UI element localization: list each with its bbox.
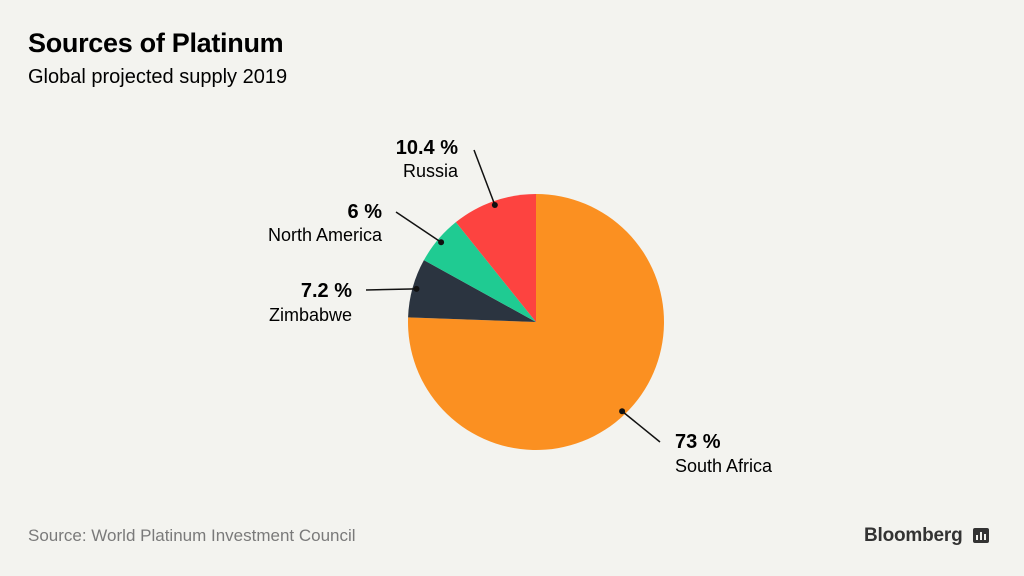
slice-name-label: Zimbabwe xyxy=(269,305,352,325)
slice-name-label: Russia xyxy=(403,161,459,181)
leader-line xyxy=(621,410,661,443)
leader-dot xyxy=(491,202,498,209)
slice-name-label: North America xyxy=(268,225,383,245)
pie-slice-zimbabwe xyxy=(408,260,536,322)
slice-value-label: 73 % xyxy=(675,431,721,453)
slice-value-label: 6 % xyxy=(348,201,383,223)
slice-value-label: 7.2 % xyxy=(301,280,352,302)
source-note: Source: World Platinum Investment Counci… xyxy=(28,526,356,545)
slice-name-label: South Africa xyxy=(675,456,773,476)
chart-title: Sources of Platinum xyxy=(28,28,284,58)
leader-dot xyxy=(413,285,420,292)
leader-line xyxy=(395,211,442,243)
chart-subtitle: Global projected supply 2019 xyxy=(28,66,288,88)
bloomberg-chart-icon xyxy=(973,528,989,543)
leader-dot xyxy=(619,408,626,415)
pie-slice-north-america xyxy=(423,222,536,322)
slice-value-label: 10.4 % xyxy=(396,137,458,159)
leader-line xyxy=(473,149,496,206)
leader-dot xyxy=(438,239,445,246)
pie-slice-russia xyxy=(455,194,536,322)
leader-line xyxy=(365,288,417,291)
bloomberg-logo: Bloomberg xyxy=(864,525,963,546)
